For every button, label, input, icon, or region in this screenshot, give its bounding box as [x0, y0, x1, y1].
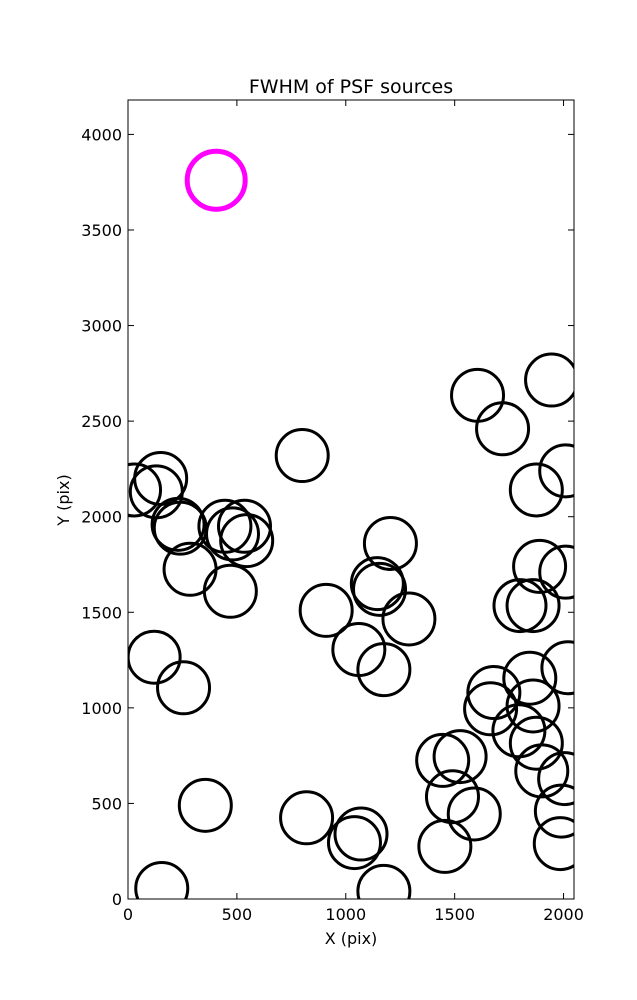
y-tick-label-1000: 1000 [81, 699, 122, 718]
x-tick-label-0: 0 [123, 905, 133, 924]
psf-source-marker-25 [326, 815, 382, 871]
x-tick-label-1500: 1500 [434, 905, 475, 924]
ticks-layer: 0 500 1000 1500 2000 0 500 1000 1500 2000 2500 3000… [81, 100, 584, 924]
psf-source-marker-44 [505, 678, 561, 734]
psf-source-marker-30 [446, 786, 502, 842]
psf-source-marker-14 [177, 777, 233, 833]
psf-source-marker-38 [538, 544, 574, 600]
psf-source-marker-42 [463, 681, 519, 737]
psf-source-marker-13 [156, 660, 212, 716]
chart-title: FWHM of PSF sources [249, 76, 453, 98]
psf-source-marker-37 [512, 538, 568, 594]
psf-source-marker-39 [492, 578, 548, 634]
psf-source-marker-3 [150, 496, 206, 552]
psf-source-marker-34 [524, 352, 574, 408]
psf-source-marker-21 [352, 561, 408, 617]
psf-source-marker-15 [134, 860, 190, 899]
psf-source-marker-46 [508, 715, 564, 771]
psf-source-marker-22 [362, 515, 418, 571]
y-tick-label-4000: 4000 [81, 125, 122, 144]
x-tick-label-2000: 2000 [543, 905, 584, 924]
psf-source-marker-24 [333, 806, 389, 862]
y-tick-label-0: 0 [112, 890, 122, 909]
psf-source-marker-9 [219, 513, 275, 569]
psf-source-marker-11 [274, 428, 330, 484]
psf-source-marker-47 [514, 743, 570, 799]
psf-source-marker-20 [349, 556, 405, 612]
marks-layer [128, 148, 574, 899]
psf-source-marker-28 [432, 729, 488, 785]
psf-source-marker-35 [508, 462, 564, 518]
psf-source-marker-12 [128, 629, 182, 685]
psf-source-marker-26 [356, 863, 412, 899]
y-tick-label-2500: 2500 [81, 412, 122, 431]
psf-source-marker-23 [381, 591, 437, 647]
psf-source-marker-8 [217, 498, 273, 554]
psf-source-marker-40 [505, 578, 561, 634]
psf-source-marker-16 [279, 790, 335, 846]
y-tick-label-1500: 1500 [81, 603, 122, 622]
psf-source-marker-51 [532, 816, 574, 872]
reference-fwhm-marker [184, 148, 248, 212]
psf-source-marker-10 [202, 563, 258, 619]
psf-source-marker-49 [537, 751, 574, 807]
y-tick-label-500: 500 [91, 794, 122, 813]
psf-source-marker-7 [205, 506, 261, 562]
psf-source-marker-32 [450, 367, 506, 423]
psf-source-marker-29 [424, 769, 480, 825]
psf-source-marker-50 [533, 783, 574, 839]
plot-frame [127, 99, 575, 900]
psf-source-marker-17 [298, 582, 354, 638]
psf-source-marker-36 [538, 443, 574, 499]
psf-source-marker-27 [415, 732, 471, 788]
y-tick-label-3500: 3500 [81, 221, 122, 240]
psf-source-marker-31 [417, 818, 473, 874]
x-tick-label-500: 500 [222, 905, 253, 924]
psf-source-marker-41 [466, 665, 522, 721]
y-tick-label-2000: 2000 [81, 508, 122, 527]
x-axis-label: X (pix) [325, 929, 378, 948]
x-tick-label-1000: 1000 [325, 905, 366, 924]
psf-source-marker-19 [356, 642, 412, 698]
psf-source-marker-0 [128, 462, 163, 518]
psf-source-marker-33 [475, 401, 531, 457]
psf-source-marker-43 [502, 650, 558, 706]
y-tick-label-3000: 3000 [81, 317, 122, 336]
y-axis-label: Y (pix) [54, 474, 73, 526]
psf-source-marker-48 [540, 640, 574, 696]
